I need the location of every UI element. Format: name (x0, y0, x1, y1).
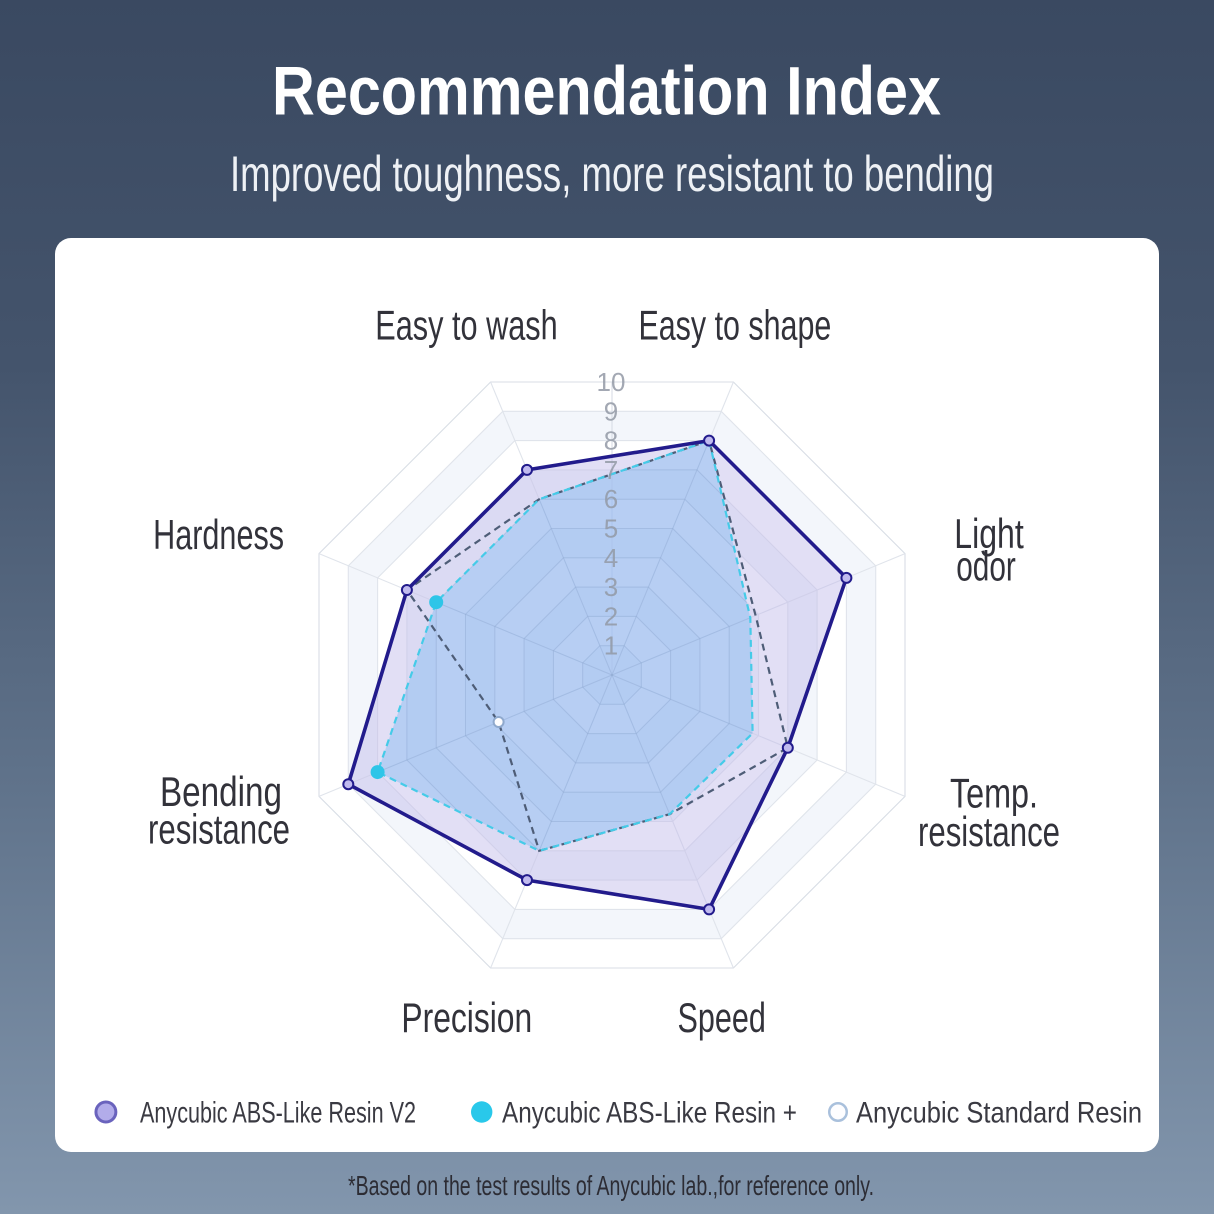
svg-text:Easy to shape: Easy to shape (638, 301, 831, 348)
svg-text:9: 9 (604, 396, 618, 426)
svg-text:Bending: Bending (160, 768, 282, 815)
svg-text:resistance: resistance (918, 808, 1060, 855)
svg-text:10: 10 (597, 367, 626, 397)
svg-text:Anycubic Standard Resin: Anycubic Standard Resin (856, 1096, 1142, 1129)
svg-text:6: 6 (604, 484, 618, 514)
svg-text:Improved toughness, more resis: Improved toughness, more resistant to be… (230, 146, 994, 202)
svg-text:1: 1 (604, 631, 618, 661)
svg-text:Temp.: Temp. (950, 770, 1038, 817)
svg-text:*Based on the test results of: *Based on the test results of Anycubic l… (348, 1170, 874, 1201)
svg-text:5: 5 (604, 514, 618, 544)
svg-text:Hardness: Hardness (153, 511, 284, 558)
svg-text:Precision: Precision (401, 994, 532, 1041)
svg-text:4: 4 (604, 543, 618, 573)
svg-text:7: 7 (604, 455, 618, 485)
svg-text:odor: odor (956, 543, 1016, 590)
svg-text:Speed: Speed (678, 994, 766, 1041)
svg-text:Anycubic ABS-Like Resin +: Anycubic ABS-Like Resin + (502, 1096, 797, 1129)
svg-text:8: 8 (604, 426, 618, 456)
svg-text:Light: Light (954, 510, 1024, 557)
svg-text:3: 3 (604, 572, 618, 602)
svg-text:Anycubic ABS-Like Resin V2: Anycubic ABS-Like Resin V2 (140, 1096, 416, 1129)
svg-text:Recommendation Index: Recommendation Index (272, 52, 941, 129)
svg-text:resistance: resistance (148, 806, 290, 853)
svg-text:2: 2 (604, 601, 618, 631)
svg-text:Easy to wash: Easy to wash (375, 301, 557, 348)
